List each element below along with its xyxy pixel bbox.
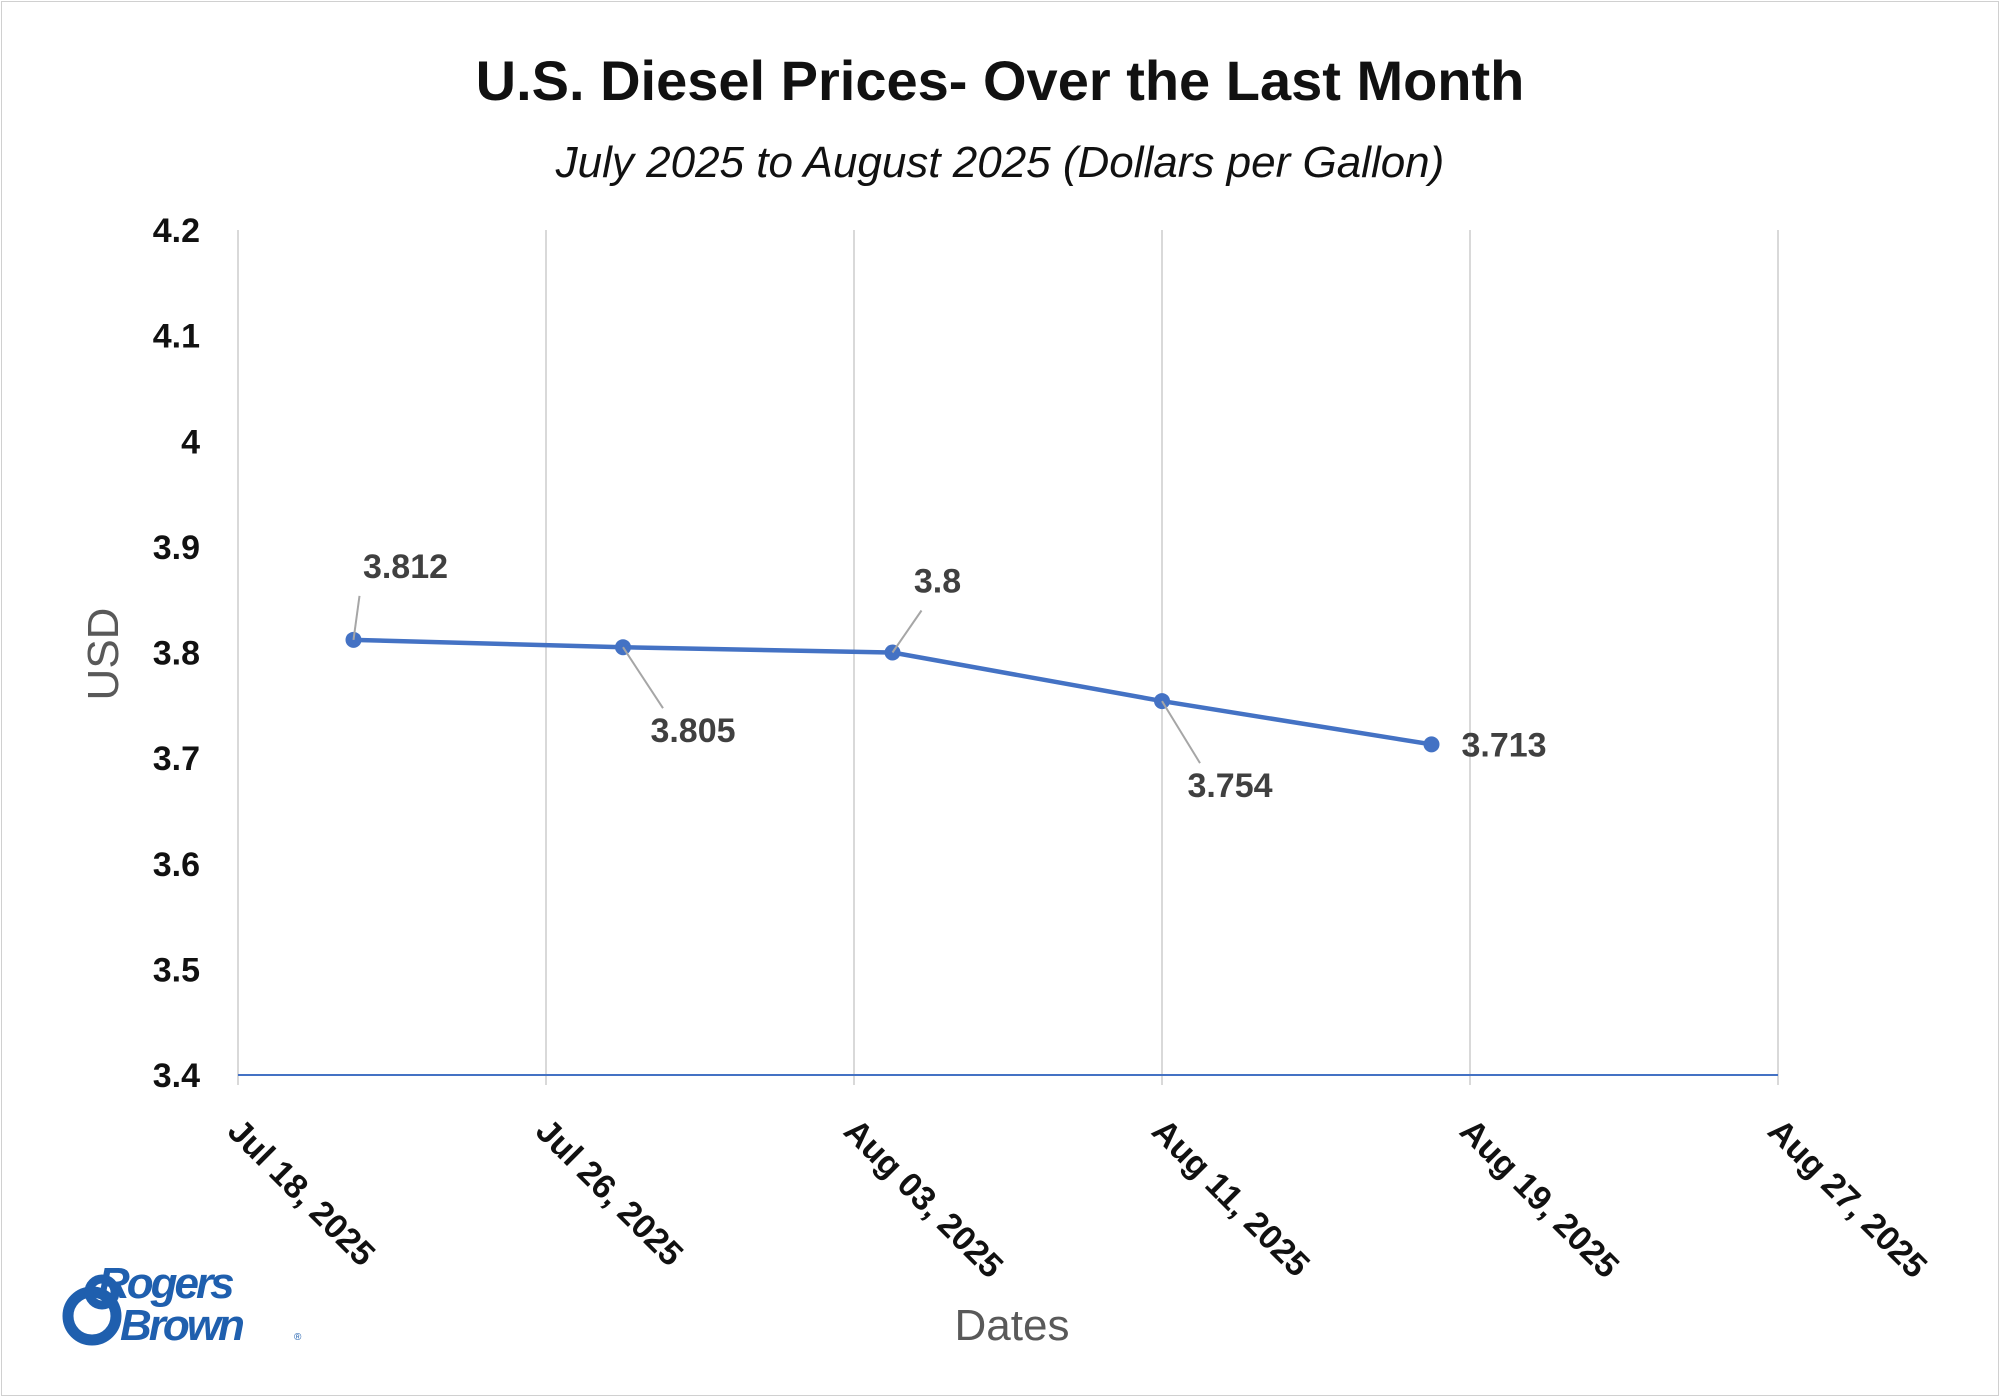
y-axis-ticks: 4.2 4.1 4 3.9 3.8 3.7 3.6 3.5 3.4 [153, 212, 200, 1095]
logo-line-2: Brown [120, 1301, 244, 1348]
x-axis-ticks: Jul 18, 2025 Jul 26, 2025 Aug 03, 2025 Aug … [220, 1112, 1934, 1286]
leader-line [1161, 700, 1201, 764]
ampersand-swirl-icon [62, 1274, 122, 1346]
y-tick-label: 3.7 [153, 740, 200, 778]
data-point [1423, 736, 1440, 753]
y-tick-label: 3.8 [153, 635, 200, 673]
x-tick-label: Jul 18, 2025 [220, 1112, 382, 1274]
data-labels: 3.812 3.805 3.8 3.754 3.713 [352, 548, 1547, 805]
y-tick-label: 4 [181, 423, 200, 461]
chart-title: U.S. Diesel Prices- Over the Last Month [475, 49, 1525, 112]
rogers-brown-logo: Rogers Brown ® [62, 1259, 302, 1348]
leader-line [352, 595, 361, 640]
data-label: 3.805 [650, 712, 735, 750]
leader-line [891, 609, 923, 654]
registered-mark: ® [294, 1332, 302, 1343]
data-label: 3.754 [1187, 767, 1272, 805]
y-tick-label: 3.9 [153, 529, 200, 567]
y-tick-label: 3.5 [153, 951, 200, 989]
y-tick-label: 4.2 [153, 212, 200, 250]
series-group [345, 631, 1440, 753]
x-tick-label: Aug 27, 2025 [1760, 1112, 1934, 1286]
grid-lines [237, 230, 1779, 1085]
x-axis-title: Dates [955, 1301, 1070, 1350]
y-tick-label: 3.4 [153, 1057, 200, 1095]
y-axis-title: USD [79, 608, 128, 701]
logo-line-1: Rogers [98, 1259, 233, 1308]
leader-line [622, 646, 664, 709]
y-tick-label: 4.1 [153, 318, 200, 356]
y-tick-label: 3.6 [153, 846, 200, 884]
x-tick-label: Aug 11, 2025 [1144, 1112, 1317, 1285]
x-tick-label: Aug 03, 2025 [836, 1112, 1010, 1286]
data-label: 3.713 [1462, 726, 1547, 764]
chart-subtitle: July 2025 to August 2025 (Dollars per Ga… [555, 138, 1445, 187]
x-tick-label: Jul 26, 2025 [528, 1112, 690, 1274]
data-label: 3.8 [914, 563, 961, 601]
data-label: 3.812 [363, 548, 448, 586]
x-tick-label: Aug 19, 2025 [1452, 1112, 1626, 1286]
